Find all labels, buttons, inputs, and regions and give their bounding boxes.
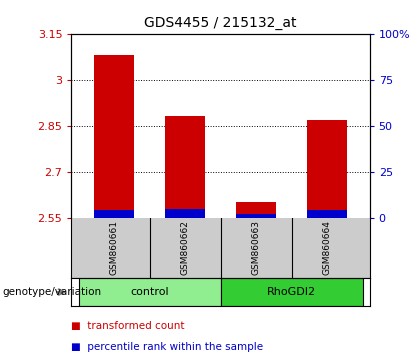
Text: GSM860664: GSM860664 xyxy=(323,220,331,275)
Text: ■  percentile rank within the sample: ■ percentile rank within the sample xyxy=(71,342,263,352)
Text: genotype/variation: genotype/variation xyxy=(2,287,101,297)
Text: RhoGDI2: RhoGDI2 xyxy=(267,287,316,297)
Bar xyxy=(94,55,134,218)
Bar xyxy=(165,210,205,218)
Bar xyxy=(220,278,362,306)
Text: GSM860662: GSM860662 xyxy=(181,220,189,275)
Bar xyxy=(307,210,346,218)
Text: GSM860663: GSM860663 xyxy=(252,220,260,275)
Bar xyxy=(236,202,276,218)
Bar xyxy=(307,120,346,218)
Bar xyxy=(79,278,220,306)
Bar xyxy=(165,116,205,218)
Title: GDS4455 / 215132_at: GDS4455 / 215132_at xyxy=(144,16,297,30)
Text: GSM860661: GSM860661 xyxy=(110,220,118,275)
Bar xyxy=(236,214,276,218)
Bar xyxy=(94,210,134,218)
Text: control: control xyxy=(130,287,169,297)
Text: ■  transformed count: ■ transformed count xyxy=(71,321,185,331)
